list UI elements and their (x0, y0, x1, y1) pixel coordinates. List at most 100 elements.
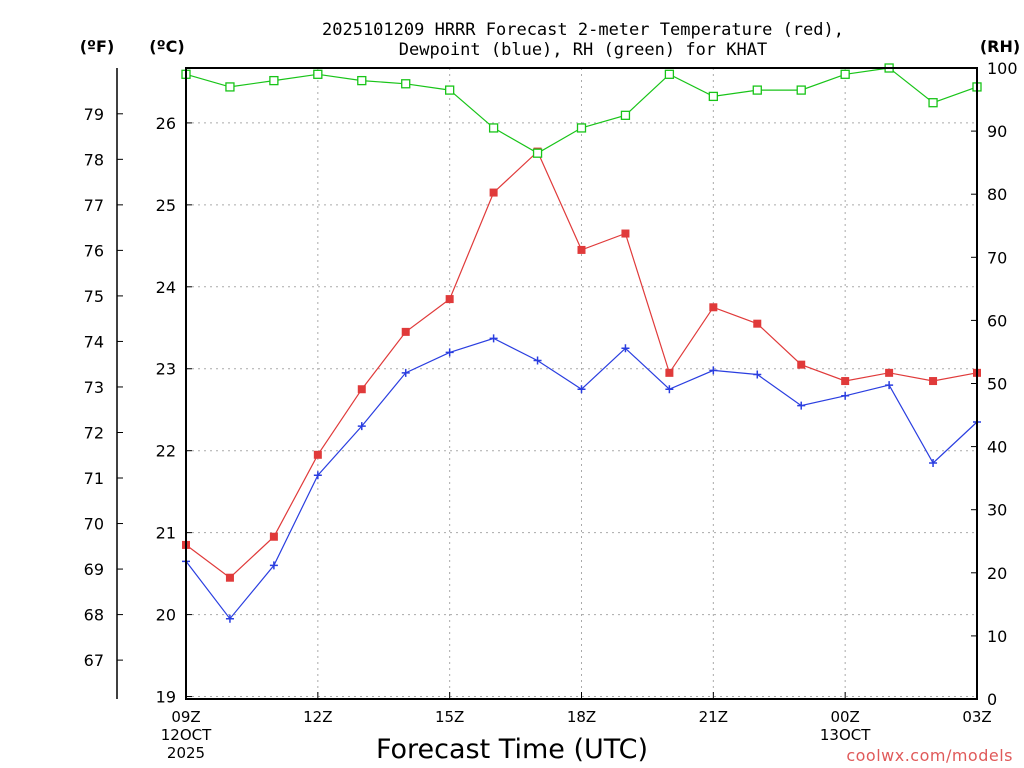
rh-data-point (576, 123, 587, 133)
fahrenheit-tick-label: 69 (84, 560, 104, 579)
fahrenheit-tick-label: 73 (84, 378, 104, 397)
x-tick-label: 18Z (567, 708, 596, 726)
dewpoint-data-point (533, 356, 542, 365)
dewpoint-data-point (489, 334, 498, 343)
rh-data-point (313, 69, 323, 79)
chart-title-line2: Dewpoint (blue), RH (green) for KHAT (399, 40, 767, 60)
celsius-tick-label: 21 (156, 524, 176, 543)
temperature-data-point (445, 295, 454, 304)
temperature-data-point (225, 573, 234, 582)
x-tick-label: 00Z (830, 708, 859, 726)
celsius-tick-label: 26 (156, 114, 176, 133)
x-tick-year-label: 2025 (167, 744, 205, 762)
rh-tick-label: 20 (987, 564, 1007, 583)
rh-data-point (840, 69, 850, 79)
temperature-data-point (577, 245, 586, 254)
dewpoint-data-point (445, 348, 454, 357)
rh-tick-label: 10 (987, 627, 1007, 646)
rh-data-point (620, 110, 631, 120)
fahrenheit-tick-label: 68 (84, 606, 104, 625)
dewpoint-data-point (753, 370, 762, 379)
dewpoint-data-point (577, 385, 586, 394)
fahrenheit-tick-label: 67 (84, 651, 104, 670)
rh-data-point (532, 148, 543, 158)
celsius-tick-label: 25 (156, 196, 176, 215)
rh-data-point (269, 75, 279, 86)
dewpoint-data-point (269, 561, 278, 570)
fahrenheit-tick-labels: 67 68 69 70 71 72 73 74 75 76 77 78 79 (84, 105, 123, 670)
fahrenheit-tick-label: 77 (84, 196, 104, 215)
celsius-tick-label: 24 (156, 278, 176, 297)
celsius-tick-label: 22 (156, 442, 176, 461)
temperature-data-point (929, 377, 938, 386)
plot-frame (185, 67, 978, 700)
dewpoint-data-point (225, 614, 234, 623)
celsius-tick-label: 23 (156, 360, 176, 379)
fahrenheit-tick-label: 72 (84, 423, 104, 442)
x-tick-label: 15Z (435, 708, 464, 726)
dewpoint-data-point (885, 381, 894, 390)
celsius-tick-label: 20 (156, 606, 176, 625)
temperature-data-point (841, 377, 850, 386)
x-tick-date-label: 13OCT (820, 726, 871, 744)
dewpoint-data-point (797, 401, 806, 410)
fahrenheit-unit-label: (ºF) (80, 37, 115, 56)
x-tick-date-label: 12OCT (161, 726, 212, 744)
dewpoint-data-point (313, 471, 322, 480)
x-axis-title: Forecast Time (UTC) (376, 734, 648, 765)
fahrenheit-tick-label: 78 (84, 150, 104, 169)
temperature-data-point (797, 360, 806, 369)
dewpoint-data-point (621, 344, 630, 353)
temperature-data-point (665, 368, 674, 377)
celsius-tick-label: 19 (156, 688, 176, 707)
temperature-data-point (489, 188, 498, 197)
fahrenheit-tick-label: 71 (84, 469, 104, 488)
rh-data-point (357, 75, 367, 86)
rh-tick-label: 40 (987, 438, 1007, 457)
x-tick-label: 12Z (303, 708, 332, 726)
dewpoint-data-point (841, 391, 850, 400)
dewpoint-data-point (401, 368, 410, 377)
fahrenheit-tick-label: 76 (84, 241, 104, 260)
temperature-data-point (621, 229, 630, 238)
rh-data-point (752, 85, 762, 95)
celsius-unit-label: (ºC) (149, 37, 184, 56)
rh-tick-labels: 0 10 20 30 40 50 60 70 80 90 100 (971, 59, 1018, 709)
dewpoint-data-point (929, 458, 938, 467)
rh-data-point (401, 79, 411, 89)
rh-data-point (708, 91, 718, 102)
rh-tick-label: 80 (987, 185, 1007, 204)
rh-tick-label: 100 (987, 59, 1018, 78)
rh-tick-label: 70 (987, 248, 1007, 267)
x-tick-label: 03Z (962, 708, 991, 726)
dewpoint-data-point (357, 422, 366, 431)
fahrenheit-tick-label: 70 (84, 515, 104, 534)
fahrenheit-tick-label: 74 (84, 332, 104, 351)
credit-text: coolwx.com/models (846, 746, 1013, 765)
rh-data-point (796, 85, 806, 95)
x-tick-label: 21Z (699, 708, 728, 726)
dewpoint-data-point (709, 366, 718, 375)
temperature-data-point (357, 385, 366, 394)
rh-tick-label: 90 (987, 122, 1007, 141)
chart-title-line1: 2025101209 HRRR Forecast 2-meter Tempera… (322, 20, 844, 40)
rh-tick-label: 30 (987, 501, 1007, 520)
rh-data-point (664, 69, 675, 79)
rh-unit-label: (RH) (980, 37, 1020, 56)
temperature-data-point (401, 327, 410, 336)
rh-tick-label: 0 (987, 690, 997, 709)
temperature-data-point (313, 450, 322, 459)
rh-data-point (445, 85, 455, 95)
gridlines (186, 68, 977, 699)
temperature-data-point (885, 368, 894, 377)
fahrenheit-tick-label: 75 (84, 287, 104, 306)
rh-data-point (928, 98, 938, 108)
rh-tick-label: 50 (987, 375, 1007, 394)
x-tick-label: 09Z (171, 708, 200, 726)
temperature-data-point (709, 303, 718, 312)
fahrenheit-tick-label: 79 (84, 105, 104, 124)
rh-data-point (488, 123, 499, 133)
dewpoint-data-point (665, 385, 674, 394)
